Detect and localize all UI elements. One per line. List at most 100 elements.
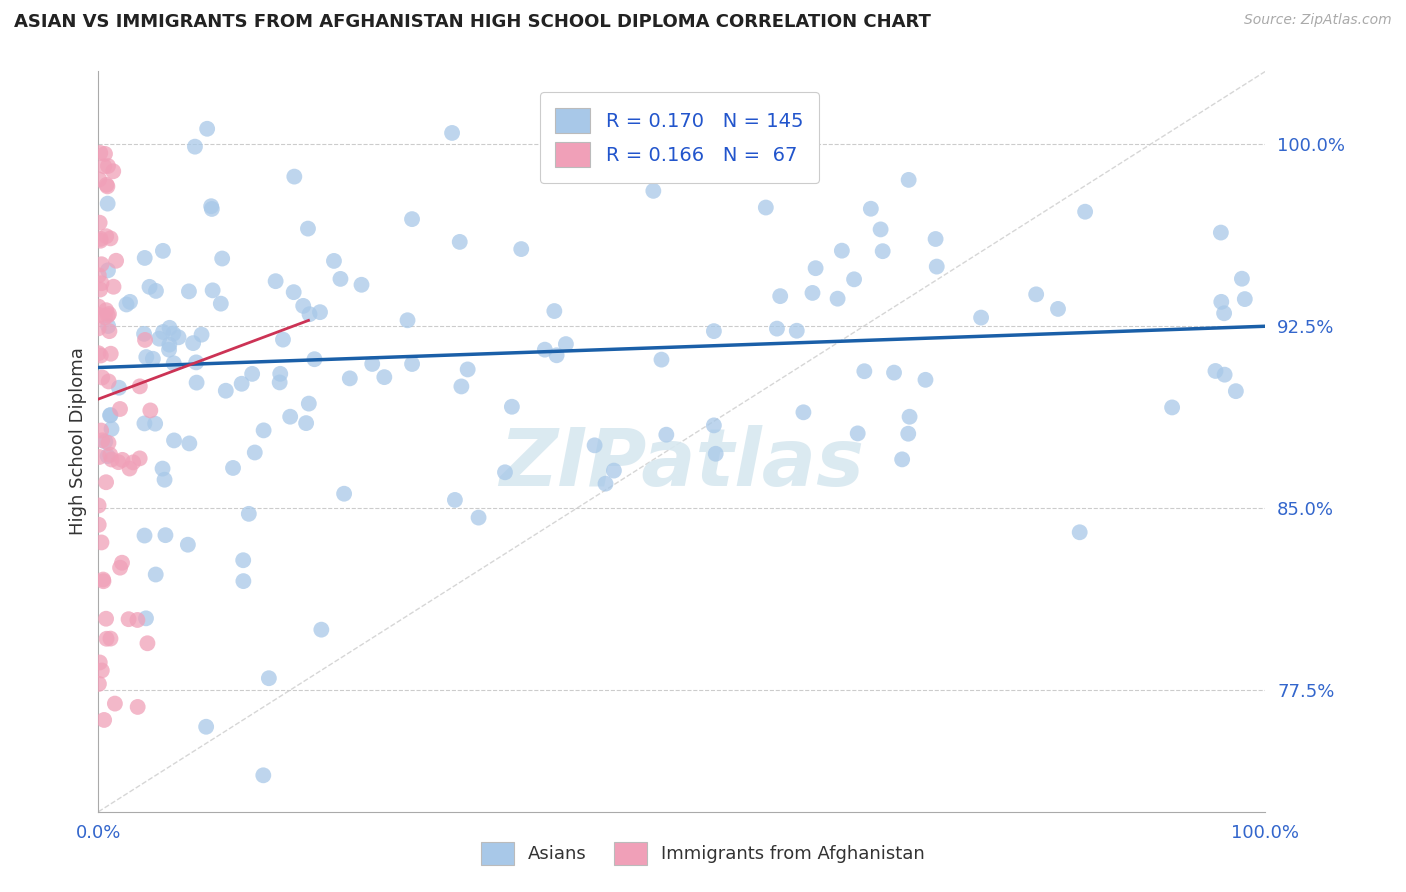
Point bbox=[195, 121, 218, 136]
Point bbox=[271, 333, 294, 347]
Point bbox=[152, 461, 174, 475]
Point bbox=[827, 292, 849, 306]
Point bbox=[211, 252, 233, 266]
Point bbox=[89, 450, 111, 464]
Point bbox=[215, 384, 238, 398]
Point bbox=[139, 403, 162, 417]
Point bbox=[96, 229, 118, 244]
Point bbox=[91, 370, 114, 384]
Point bbox=[201, 202, 224, 216]
Point bbox=[298, 396, 321, 410]
Point bbox=[704, 447, 727, 461]
Point bbox=[90, 257, 112, 271]
Point bbox=[108, 381, 131, 395]
Point bbox=[1213, 368, 1236, 382]
Point bbox=[1233, 292, 1256, 306]
Point bbox=[134, 333, 156, 347]
Point bbox=[252, 768, 274, 782]
Point bbox=[269, 376, 291, 390]
Point bbox=[970, 310, 993, 325]
Point bbox=[90, 664, 112, 678]
Point bbox=[297, 221, 319, 235]
Point bbox=[98, 409, 121, 423]
Point bbox=[135, 611, 157, 625]
Point bbox=[94, 434, 117, 449]
Point bbox=[703, 324, 725, 338]
Point bbox=[209, 296, 232, 310]
Point bbox=[105, 253, 128, 268]
Point bbox=[108, 402, 131, 417]
Point bbox=[603, 464, 626, 478]
Point bbox=[283, 169, 305, 184]
Point bbox=[501, 400, 523, 414]
Point bbox=[89, 172, 111, 186]
Point bbox=[891, 452, 914, 467]
Point bbox=[128, 379, 150, 393]
Point bbox=[87, 499, 110, 513]
Point bbox=[89, 145, 111, 160]
Point bbox=[111, 556, 134, 570]
Point bbox=[184, 139, 207, 153]
Point bbox=[104, 697, 127, 711]
Point bbox=[467, 510, 489, 524]
Point bbox=[897, 173, 920, 187]
Point bbox=[142, 351, 165, 366]
Point bbox=[135, 350, 157, 364]
Point bbox=[145, 284, 167, 298]
Point bbox=[1161, 401, 1184, 415]
Point bbox=[329, 272, 352, 286]
Point bbox=[449, 235, 471, 249]
Point bbox=[87, 677, 110, 691]
Point bbox=[96, 179, 118, 194]
Point bbox=[167, 330, 190, 344]
Point bbox=[450, 379, 472, 393]
Point bbox=[177, 285, 200, 299]
Point bbox=[157, 343, 180, 357]
Point bbox=[87, 321, 110, 335]
Point bbox=[339, 371, 361, 385]
Text: Source: ZipAtlas.com: Source: ZipAtlas.com bbox=[1244, 13, 1392, 28]
Point bbox=[97, 375, 120, 389]
Point bbox=[159, 320, 181, 334]
Point bbox=[1225, 384, 1247, 399]
Point bbox=[93, 159, 115, 173]
Point bbox=[309, 305, 332, 319]
Point bbox=[118, 461, 141, 475]
Point bbox=[163, 356, 186, 370]
Point bbox=[853, 364, 876, 378]
Point bbox=[269, 367, 291, 381]
Point bbox=[97, 309, 120, 323]
Point bbox=[100, 231, 122, 245]
Point bbox=[87, 346, 110, 360]
Point bbox=[127, 700, 149, 714]
Point bbox=[179, 436, 201, 450]
Point bbox=[703, 418, 725, 433]
Point bbox=[232, 553, 254, 567]
Point bbox=[543, 304, 565, 318]
Point bbox=[195, 720, 218, 734]
Point bbox=[111, 453, 134, 467]
Point bbox=[914, 373, 936, 387]
Legend: Asians, Immigrants from Afghanistan: Asians, Immigrants from Afghanistan bbox=[472, 833, 934, 874]
Point bbox=[118, 294, 141, 309]
Point bbox=[898, 409, 921, 424]
Point bbox=[883, 366, 905, 380]
Point bbox=[94, 147, 117, 161]
Point bbox=[90, 424, 112, 438]
Point bbox=[842, 272, 865, 286]
Point bbox=[243, 445, 266, 459]
Point bbox=[97, 319, 120, 334]
Point bbox=[1204, 364, 1226, 378]
Point bbox=[90, 535, 112, 549]
Point bbox=[583, 438, 606, 452]
Point bbox=[200, 199, 222, 213]
Point bbox=[134, 251, 156, 265]
Point bbox=[108, 560, 131, 574]
Point bbox=[97, 436, 120, 450]
Point bbox=[87, 300, 110, 314]
Point bbox=[127, 613, 149, 627]
Point bbox=[804, 261, 827, 276]
Point bbox=[859, 202, 882, 216]
Y-axis label: High School Diploma: High School Diploma bbox=[69, 348, 87, 535]
Point bbox=[298, 307, 321, 321]
